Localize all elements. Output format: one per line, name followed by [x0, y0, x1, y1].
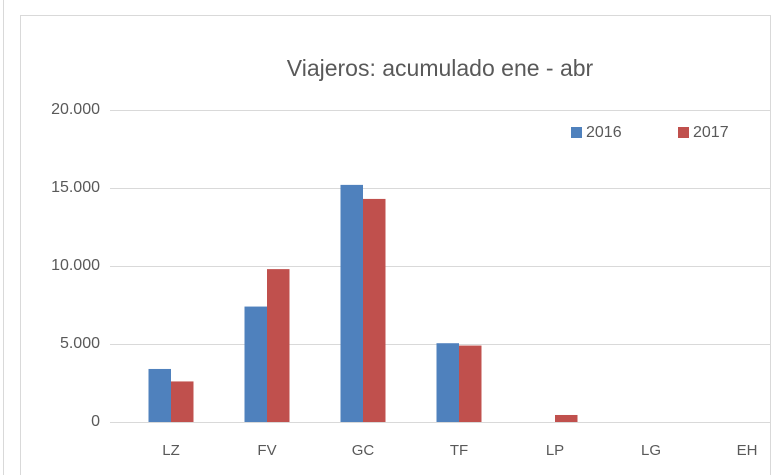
- bar: [340, 184, 363, 422]
- y-tick-label: 20.000: [51, 101, 100, 118]
- bar: [244, 306, 267, 422]
- x-tick-label: EH: [737, 442, 758, 459]
- legend-swatch: [571, 127, 582, 138]
- chart-title: Viajeros: acumulado ene - abr: [287, 55, 594, 81]
- x-tick-label: FV: [257, 442, 276, 459]
- y-tick-label: 5.000: [60, 335, 100, 352]
- x-tick-label: TF: [450, 442, 468, 459]
- legend-label: 2017: [693, 124, 729, 141]
- bar: [148, 368, 171, 422]
- y-tick-label: 10.000: [51, 257, 100, 274]
- legend-label: 2016: [586, 124, 622, 141]
- bar: [363, 198, 386, 422]
- chart-frame: [20, 15, 771, 475]
- bar: [267, 269, 290, 422]
- legend-swatch: [678, 127, 689, 138]
- x-tick-label: GC: [352, 442, 375, 459]
- bar: [555, 414, 578, 422]
- y-tick-label: 0: [91, 413, 100, 430]
- y-tick-label: 15.000: [51, 179, 100, 196]
- x-tick-label: LZ: [162, 442, 180, 459]
- bar: [171, 381, 194, 422]
- x-tick-label: LG: [641, 442, 661, 459]
- x-tick-label: LP: [546, 442, 564, 459]
- bar: [436, 343, 459, 422]
- bar: [459, 345, 482, 422]
